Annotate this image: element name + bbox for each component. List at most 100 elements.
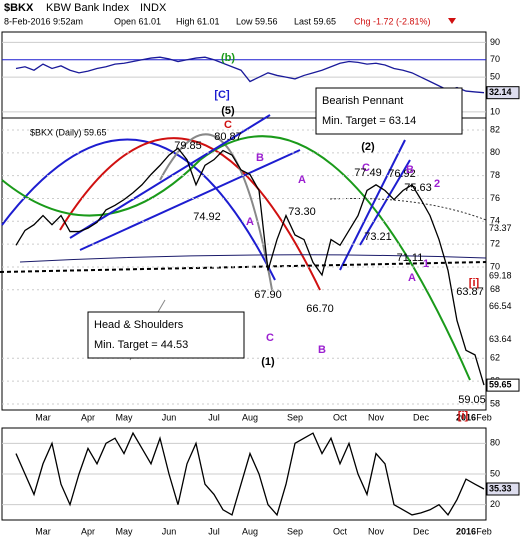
y-tick-label: 78 bbox=[490, 170, 500, 180]
level-label: 66.54 bbox=[489, 301, 512, 311]
open: Open 61.01 bbox=[114, 16, 161, 26]
x-tick-label: Dec bbox=[413, 526, 430, 536]
x-tick-label: Aug bbox=[242, 412, 258, 422]
callout-text: Head & Shoulders bbox=[94, 319, 184, 331]
last-value-box bbox=[486, 378, 520, 392]
index-name: KBW Bank Index bbox=[46, 2, 130, 14]
annotation: [i] bbox=[469, 277, 480, 289]
moving-average bbox=[329, 197, 487, 221]
x-tick-label: Oct bbox=[333, 526, 348, 536]
callout-box bbox=[87, 311, 245, 359]
annotation: (1) bbox=[261, 356, 275, 368]
annotation: 76.92 bbox=[388, 168, 416, 180]
trendline bbox=[339, 139, 406, 271]
annotation: A bbox=[408, 272, 416, 284]
y-tick-label: 70 bbox=[490, 54, 500, 64]
x-tick-label: Apr bbox=[81, 412, 95, 422]
change: Chg -1.72 (-2.81%) bbox=[354, 16, 431, 26]
trendline bbox=[69, 114, 271, 239]
arc bbox=[1, 135, 471, 381]
x-tick-label: Jul bbox=[208, 412, 220, 422]
x-tick-label: Feb bbox=[476, 412, 492, 422]
last-value-box bbox=[486, 482, 520, 496]
annotation: A bbox=[246, 216, 254, 228]
annotation: (2) bbox=[361, 141, 375, 153]
annotation: 80.87 bbox=[214, 131, 242, 143]
date: 8-Feb-2016 9:52am bbox=[4, 16, 83, 26]
callout-text: Min. Target = 63.14 bbox=[322, 115, 416, 127]
x-tick-label: Sep bbox=[287, 526, 303, 536]
panel-frame bbox=[1, 117, 487, 411]
x-tick-label: 2016 bbox=[456, 412, 476, 422]
y-tick-label: 58 bbox=[490, 398, 500, 408]
y-tick-label: 90 bbox=[490, 37, 500, 47]
annotation: 1 bbox=[423, 258, 429, 270]
callout-box bbox=[315, 87, 463, 135]
high: High 61.01 bbox=[176, 16, 220, 26]
series-line bbox=[15, 431, 485, 517]
x-tick-label: May bbox=[115, 412, 133, 422]
annotation: B bbox=[256, 152, 264, 164]
arc bbox=[1, 138, 276, 281]
x-tick-label: Jun bbox=[162, 412, 177, 422]
last-value-label: 32.14 bbox=[489, 87, 512, 97]
x-tick-label: Oct bbox=[333, 412, 348, 422]
annotation: 63.87 bbox=[456, 286, 484, 298]
trendline bbox=[79, 149, 301, 251]
y-tick-label: 82 bbox=[490, 124, 500, 134]
y-tick-label: 68 bbox=[490, 284, 500, 294]
x-tick-label: Nov bbox=[368, 526, 385, 536]
annotation: 75.63 bbox=[404, 182, 432, 194]
annotation: C bbox=[362, 162, 370, 174]
x-tick-label: Jul bbox=[208, 526, 220, 536]
y-tick-label: 10 bbox=[490, 106, 500, 116]
annotation: A bbox=[298, 174, 306, 186]
annotation: 77.49 bbox=[354, 167, 382, 179]
y-tick-label: 74 bbox=[490, 216, 500, 226]
annotation: (5) bbox=[221, 105, 235, 117]
symbol: $BKX bbox=[4, 2, 34, 14]
series-line bbox=[15, 56, 485, 94]
annotation: C bbox=[266, 332, 274, 344]
x-tick-label: Nov bbox=[368, 412, 385, 422]
x-tick-label: May bbox=[115, 526, 133, 536]
last-value-box bbox=[486, 86, 520, 100]
y-tick-label: 80 bbox=[490, 438, 500, 448]
x-tick-label: Feb bbox=[476, 526, 492, 536]
x-tick-label: Sep bbox=[287, 412, 303, 422]
low: Low 59.56 bbox=[236, 16, 278, 26]
annotation: 2 bbox=[434, 178, 440, 190]
exchange: INDX bbox=[140, 2, 167, 14]
y-tick-label: 50 bbox=[490, 72, 500, 82]
x-tick-label: Mar bbox=[35, 412, 51, 422]
x-tick-label: Dec bbox=[413, 412, 430, 422]
x-tick-label: Mar bbox=[35, 526, 51, 536]
annotation: 71.11 bbox=[397, 252, 424, 264]
annotation: C bbox=[224, 119, 232, 131]
callout-text: Min. Target = 44.53 bbox=[94, 339, 188, 351]
annotation: [i] bbox=[458, 410, 469, 422]
last: Last 59.65 bbox=[294, 16, 336, 26]
annotation: [C] bbox=[214, 89, 230, 101]
level-label: 73.37 bbox=[489, 223, 512, 233]
y-tick-label: 80 bbox=[490, 147, 500, 157]
x-tick-label: 2016 bbox=[456, 526, 476, 536]
y-tick-label: 76 bbox=[490, 193, 500, 203]
y-tick-label: 20 bbox=[490, 499, 500, 509]
down-arrow bbox=[448, 18, 456, 24]
last-value-label: 35.33 bbox=[489, 483, 512, 493]
annotation: B bbox=[318, 344, 326, 356]
level-label: 63.64 bbox=[489, 334, 512, 344]
x-tick-label: Jun bbox=[162, 526, 177, 536]
last-value-label: 59.65 bbox=[489, 379, 512, 389]
annotation: 67.90 bbox=[254, 289, 282, 301]
annotation: 66.70 bbox=[306, 303, 334, 315]
annotation: 73.21 bbox=[364, 231, 392, 243]
annotation: (b) bbox=[221, 52, 235, 64]
annotation: B bbox=[406, 164, 414, 176]
y-tick-label: 72 bbox=[490, 239, 500, 249]
y-tick-label: 70 bbox=[490, 261, 500, 271]
envelope bbox=[19, 254, 487, 263]
annotation: 79.85 bbox=[174, 140, 202, 152]
